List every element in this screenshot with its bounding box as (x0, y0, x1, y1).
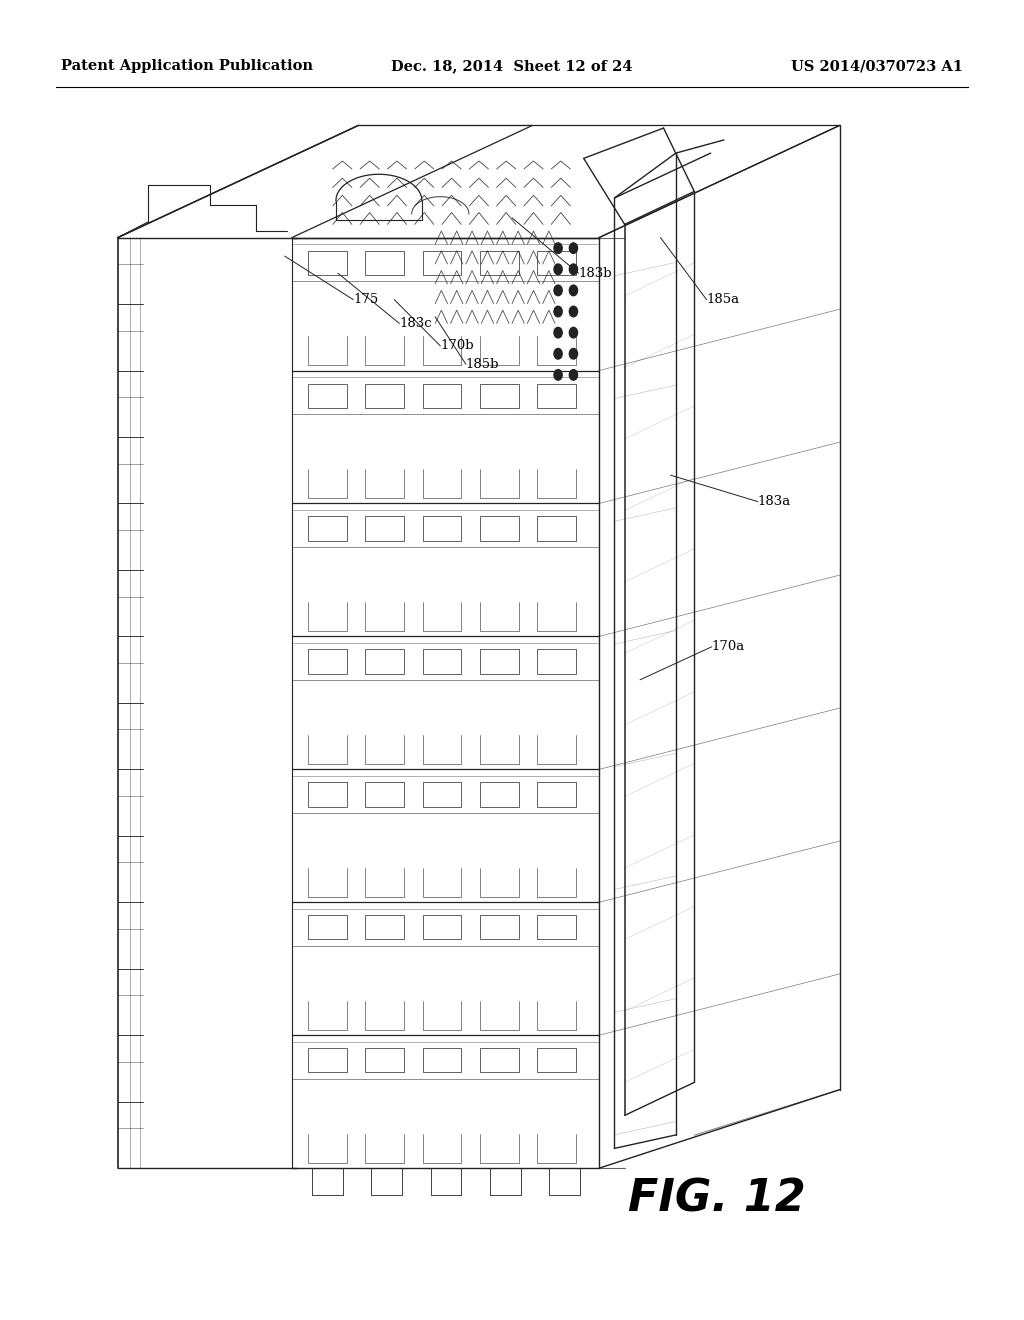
Bar (423, 251, 462, 275)
Circle shape (554, 348, 562, 359)
Text: Patent Application Publication: Patent Application Publication (61, 59, 313, 73)
Bar (538, 384, 577, 408)
Bar (308, 384, 347, 408)
Bar (538, 783, 577, 807)
Circle shape (554, 327, 562, 338)
Circle shape (569, 370, 578, 380)
Text: 185a: 185a (707, 293, 739, 306)
Bar (366, 915, 404, 940)
Text: 185b: 185b (466, 358, 500, 371)
Text: 175: 175 (353, 293, 379, 306)
Circle shape (554, 306, 562, 317)
Bar (366, 251, 404, 275)
Bar (308, 915, 347, 940)
Bar (480, 251, 519, 275)
Circle shape (569, 264, 578, 275)
Circle shape (554, 370, 562, 380)
Text: US 2014/0370723 A1: US 2014/0370723 A1 (791, 59, 963, 73)
Bar (308, 649, 347, 673)
Circle shape (569, 306, 578, 317)
Bar (366, 516, 404, 541)
Text: 170a: 170a (712, 640, 744, 653)
Circle shape (569, 285, 578, 296)
Bar (366, 1048, 404, 1072)
Bar (538, 251, 577, 275)
Bar (480, 915, 519, 940)
Circle shape (569, 243, 578, 253)
Bar (423, 1048, 462, 1072)
Bar (538, 1048, 577, 1072)
Bar (308, 783, 347, 807)
Text: FIG. 12: FIG. 12 (628, 1177, 806, 1220)
Text: Dec. 18, 2014  Sheet 12 of 24: Dec. 18, 2014 Sheet 12 of 24 (391, 59, 633, 73)
Bar (308, 516, 347, 541)
Bar (423, 915, 462, 940)
Bar (423, 649, 462, 673)
Text: 183a: 183a (758, 495, 791, 508)
Bar (366, 783, 404, 807)
Bar (480, 1048, 519, 1072)
Bar (480, 384, 519, 408)
Bar (538, 516, 577, 541)
Bar (423, 783, 462, 807)
Bar (423, 384, 462, 408)
Circle shape (554, 285, 562, 296)
Bar (480, 783, 519, 807)
Bar (308, 1048, 347, 1072)
Text: 183c: 183c (399, 317, 432, 330)
Bar (538, 915, 577, 940)
Bar (480, 649, 519, 673)
Circle shape (569, 327, 578, 338)
Circle shape (554, 264, 562, 275)
Bar (308, 251, 347, 275)
Bar (538, 649, 577, 673)
Bar (366, 649, 404, 673)
Circle shape (554, 243, 562, 253)
Bar (480, 516, 519, 541)
Circle shape (569, 348, 578, 359)
Bar (423, 516, 462, 541)
Bar (366, 384, 404, 408)
Text: 170b: 170b (440, 339, 474, 352)
Text: 183b: 183b (579, 267, 612, 280)
